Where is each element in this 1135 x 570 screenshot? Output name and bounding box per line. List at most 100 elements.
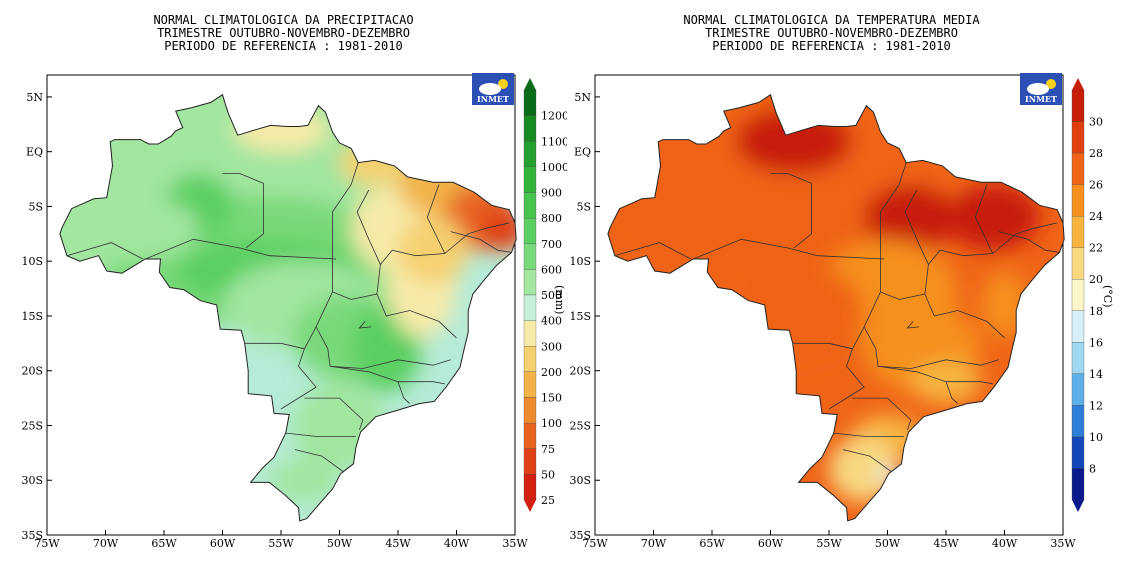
field-contour <box>398 217 469 284</box>
lat-label: 10S <box>569 255 591 268</box>
lat-label: 5S <box>28 200 43 213</box>
colorbar-label: 20 <box>1089 273 1103 286</box>
field-contour <box>829 436 900 503</box>
lat-label: 5N <box>574 91 591 104</box>
state-boundary <box>332 162 359 213</box>
colorbar-label: 700 <box>541 238 562 251</box>
lat-label: EQ <box>26 146 43 159</box>
unit-label: (°C) <box>1101 285 1114 308</box>
inmet-logo: INMET <box>1020 73 1062 105</box>
colorbar-segment <box>1071 247 1085 280</box>
logo-text: INMET <box>477 94 509 104</box>
state-boundary <box>294 449 344 472</box>
colorbar-segment <box>523 346 537 373</box>
colorbar-label: 28 <box>1089 147 1103 160</box>
state-boundary <box>332 189 381 300</box>
state-boundary <box>770 173 812 249</box>
lat-label: 25S <box>569 419 591 432</box>
colorbar-segment <box>1071 436 1085 469</box>
state-boundary <box>397 381 410 404</box>
colorbar-segment <box>523 141 537 168</box>
field-contour <box>59 195 200 262</box>
state-boundary <box>376 293 457 339</box>
colorbar-label: 400 <box>541 315 562 328</box>
lon-label: 60W <box>210 537 236 550</box>
temperature-map-panel: NORMAL CLIMATOLOGICA DA TEMPERATURA MEDI… <box>548 0 1115 570</box>
cloud-icon <box>479 83 501 95</box>
colorbar-segment <box>1071 468 1085 501</box>
colorbar-label: 100 <box>541 417 562 430</box>
colorbar-segment <box>1071 310 1085 343</box>
title-line-1: NORMAL CLIMATOLOGICA DA PRECIPITACAO <box>153 13 414 27</box>
cloud-icon <box>1027 83 1049 95</box>
state-boundary <box>222 173 264 249</box>
state-boundary <box>998 231 1060 253</box>
state-boundary <box>828 326 865 410</box>
state-boundary <box>792 342 853 350</box>
colorbar-label: 24 <box>1089 210 1103 223</box>
colorbar-segment <box>523 115 537 142</box>
colorbar-label: 75 <box>541 443 555 456</box>
lat-label: 5N <box>26 91 43 104</box>
state-boundary <box>833 432 904 437</box>
field-contour <box>269 458 340 503</box>
state-boundary <box>906 321 920 329</box>
colorbar-segment <box>1071 89 1085 122</box>
country-boundary <box>607 93 1065 522</box>
state-boundary <box>380 184 446 265</box>
state-boundary <box>863 291 993 385</box>
lat-label: EQ <box>574 146 591 159</box>
state-boundary <box>852 397 912 431</box>
colorbar-segment <box>523 474 537 501</box>
state-boundary <box>450 231 512 253</box>
colorbar-segment <box>523 422 537 449</box>
state-boundary <box>444 222 510 254</box>
colorbar-label: 26 <box>1089 179 1103 192</box>
colorbar-label: 200 <box>541 366 562 379</box>
colorbar-segment <box>523 294 537 321</box>
lon-label: 35W <box>1050 537 1076 550</box>
sun-icon <box>1046 79 1056 89</box>
lon-label: 70W <box>641 537 667 550</box>
state-boundary <box>280 326 317 410</box>
state-boundary <box>358 321 372 329</box>
colorbar-segment <box>1071 121 1085 154</box>
lon-label: 45W <box>385 537 411 550</box>
colorbar-label: 12 <box>1089 399 1103 412</box>
state-boundary <box>928 184 994 265</box>
colorbar-label: 10 <box>1089 431 1103 444</box>
colorbar-segment <box>523 269 537 296</box>
inmet-logo: INMET <box>472 73 514 105</box>
state-boundary <box>614 242 692 260</box>
colorbar-segment <box>523 89 537 116</box>
lat-label: 20S <box>569 365 591 378</box>
colorbar-segment <box>523 166 537 193</box>
colorbar-segment <box>523 397 537 424</box>
field-contour <box>618 217 759 284</box>
lat-label: 10S <box>21 255 43 268</box>
colorbar-label: 22 <box>1089 242 1103 255</box>
colorbar-segment <box>523 217 537 244</box>
map-title: NORMAL CLIMATOLOGICA DA TEMPERATURA MEDI… <box>548 14 1115 53</box>
lon-label: 55W <box>816 537 842 550</box>
colorbar-label: 18 <box>1089 305 1103 318</box>
lon-label: 40W <box>992 537 1018 550</box>
colorbar-segment <box>1071 152 1085 185</box>
lon-label: 75W <box>34 537 60 550</box>
colorbar-segment <box>1071 216 1085 248</box>
colorbar-label: 1100 <box>541 135 567 148</box>
title-line-2: TRIMESTRE OUTUBRO-NOVEMBRO-DEZEMBRO <box>157 26 410 40</box>
colorbar-label: 150 <box>541 392 562 405</box>
state-boundary <box>992 222 1058 254</box>
lon-label: 65W <box>699 537 725 550</box>
state-boundary <box>924 293 1005 339</box>
country-boundary <box>59 93 517 522</box>
lat-label: 35S <box>569 529 591 542</box>
colorbar-top-arrow <box>1072 78 1084 90</box>
colorbar-label: 500 <box>541 289 562 302</box>
state-boundary <box>66 242 144 260</box>
state-boundary <box>880 162 907 213</box>
map-title: NORMAL CLIMATOLOGICA DA PRECIPITACAO TRI… <box>0 14 567 53</box>
state-boundary <box>330 359 451 369</box>
sun-icon <box>498 79 508 89</box>
